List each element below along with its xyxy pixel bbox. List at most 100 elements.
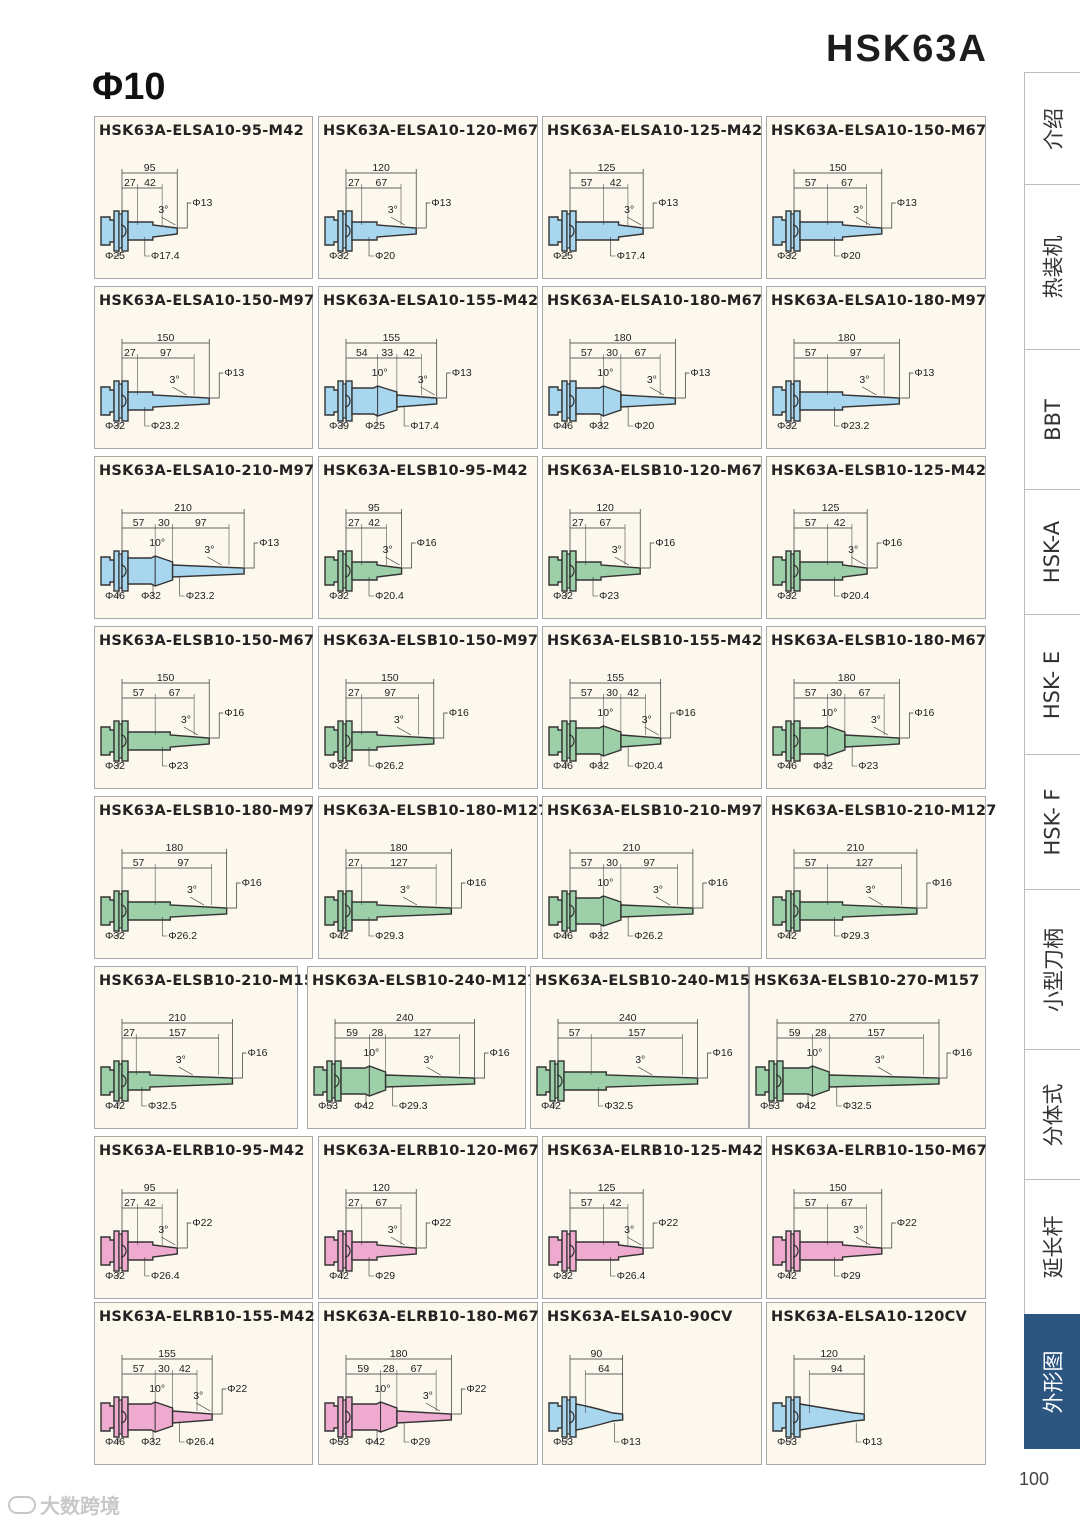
dim-total-length: 150 xyxy=(157,672,175,684)
tool-body-icon xyxy=(351,1241,417,1261)
product-card[interactable]: HSK63A-ELSB10-180-M127 180 27 127 3° Φ16 Φ42 Φ2… xyxy=(318,796,548,959)
tab-hsk-a[interactable]: HSK-A xyxy=(1024,489,1080,614)
tab-hsk-e[interactable]: HSK- E xyxy=(1024,614,1080,754)
taper-angle-label: 3° xyxy=(624,1224,634,1236)
end-diameter-label: Φ23.2 xyxy=(186,590,215,602)
tab-intro[interactable]: 介绍 xyxy=(1024,72,1080,184)
tool-body-icon xyxy=(351,385,438,417)
tab-hsk-f[interactable]: HSK- F xyxy=(1024,754,1080,889)
tab-label: HSK- F xyxy=(1040,788,1065,856)
flange-diameter-label: Φ46 xyxy=(553,930,573,942)
product-card[interactable]: HSK63A-ELSA10-125-M42 125 57 42 3° Φ13 Φ25 Φ17.… xyxy=(542,116,762,279)
dimension-lines xyxy=(785,339,914,427)
hsk-shank-icon xyxy=(772,380,801,422)
product-card[interactable]: HSK63A-ELSB10-180-M67 180 57 30 67 3° 10° Φ16 Φ4… xyxy=(766,626,986,789)
product-card[interactable]: HSK63A-ELSB10-210-M127 210 57 127 3° Φ16 Φ42 Φ2… xyxy=(766,796,996,959)
tab-shrink-machine[interactable]: 热装机 xyxy=(1024,184,1080,349)
dim-segment-length: 27 xyxy=(124,347,136,359)
product-card[interactable]: HSK63A-ELSB10-95-M42 95 27 42 3° Φ16 Φ32 Φ20.4 xyxy=(318,456,538,619)
end-diameter-label: Φ29 xyxy=(410,1436,430,1448)
product-card[interactable]: HSK63A-ELSB10-240-M127 240 59 28 127 3° 10° Φ16… xyxy=(307,966,537,1129)
product-card[interactable]: HSK63A-ELSB10-150-M67 150 57 67 3° Φ16 Φ32 Φ23 xyxy=(94,626,314,789)
product-card[interactable]: HSK63A-ELSB10-120-M67 120 27 67 3° Φ16 Φ32 Φ23 xyxy=(542,456,762,619)
tool-body-icon xyxy=(575,385,677,417)
dim-segment-length: 30 xyxy=(606,857,618,869)
dimension-lines xyxy=(113,679,224,767)
product-card[interactable]: HSK63A-ELRB10-150-M67 150 57 67 3° Φ22 Φ42 Φ29 xyxy=(766,1136,987,1299)
dim-segment-length: 67 xyxy=(859,687,871,699)
dim-segment-length: 67 xyxy=(600,517,612,529)
tab-small-holder[interactable]: 小型刀柄 xyxy=(1024,889,1080,1049)
tip-diameter-label: Φ13 xyxy=(690,367,710,379)
dim-segment-length: 57 xyxy=(569,1027,581,1039)
tab-extension-rod[interactable]: 延长杆 xyxy=(1024,1179,1080,1314)
dim-segment-length: 30 xyxy=(606,347,618,359)
product-card[interactable]: HSK63A-ELSB10-155-M42 155 57 30 42 3° 10° Φ16 Φ4… xyxy=(542,626,762,789)
hsk-shank-icon xyxy=(100,550,129,592)
product-card[interactable]: HSK63A-ELRB10-95-M42 95 27 42 3° Φ22 Φ32 Φ26.4 xyxy=(94,1136,313,1299)
tool-body-icon xyxy=(782,1065,940,1097)
product-card[interactable]: HSK63A-ELSB10-210-M97 210 57 30 97 3° 10° Φ16 Φ4… xyxy=(542,796,762,959)
end-diameter-label: Φ29 xyxy=(375,1270,395,1282)
tab-label: 热装机 xyxy=(1041,235,1066,299)
dimension-lines xyxy=(785,679,914,767)
tool-body-icon xyxy=(799,725,901,757)
product-card[interactable]: HSK63A-ELSA10-120CV 120 94 Φ53 Φ13 xyxy=(766,1302,986,1465)
product-card[interactable]: HSK63A-ELSB10-240-M157 240 57 157 3° Φ16 Φ42 Φ3… xyxy=(530,966,760,1129)
product-card[interactable]: HSK63A-ELSB10-150-M97 150 27 97 3° Φ16 Φ32 Φ26.… xyxy=(318,626,538,789)
product-card[interactable]: HSK63A-ELSA10-90CV 90 64 Φ53 Φ13 xyxy=(542,1302,762,1465)
tool-holder-drawing: 180 27 127 3° Φ16 Φ42 Φ29.3 xyxy=(324,842,487,942)
product-card[interactable]: HSK63A-ELSA10-120-M67 120 27 67 3° Φ13 Φ32 Φ20 xyxy=(318,116,538,279)
product-card[interactable]: HSK63A-ELSB10-270-M157 270 59 28 157 3° 10° Φ16… xyxy=(749,966,986,1129)
product-card[interactable]: HSK63A-ELSA10-180-M97 180 57 97 3° Φ13 Φ32 Φ23.… xyxy=(766,286,986,449)
product-code: HSK63A-ELSB10-155-M42 xyxy=(547,633,763,649)
dim-segment-length: 57 xyxy=(805,857,817,869)
tool-body-icon xyxy=(351,561,403,581)
tab-split-type[interactable]: 分体式 xyxy=(1024,1049,1080,1179)
hsk-shank-icon xyxy=(324,380,353,422)
product-card[interactable]: HSK63A-ELSB10-210-M157 210 27 157 3° Φ16 Φ42 Φ3… xyxy=(94,966,324,1129)
product-card[interactable]: HSK63A-ELSA10-150-M97 150 27 97 3° Φ13 Φ32 Φ23.… xyxy=(94,286,314,449)
product-code: HSK63A-ELRB10-120-M67 xyxy=(323,1143,539,1159)
dim-total-length: 120 xyxy=(820,1348,838,1360)
tab-outline-drawing[interactable]: 外形图 xyxy=(1024,1314,1080,1449)
dim-total-length: 180 xyxy=(838,672,856,684)
dim-segment-length: 57 xyxy=(805,177,817,189)
tool-holder-drawing: 180 57 97 3° Φ13 Φ32 Φ23.2 xyxy=(772,332,935,432)
dim-segment-length: 27 xyxy=(348,517,360,529)
product-card[interactable]: HSK63A-ELRB10-155-M42 155 57 30 42 3° 10° Φ22 Φ4… xyxy=(94,1302,315,1465)
tool-holder-drawing: 125 57 42 3° Φ13 Φ25 Φ17.4 xyxy=(548,162,678,262)
dim-total-length: 95 xyxy=(368,502,380,514)
watermark: 大数跨境 xyxy=(8,1490,120,1519)
product-card[interactable]: HSK63A-ELSB10-125-M42 125 57 42 3° Φ16 Φ32 Φ20.… xyxy=(766,456,986,619)
taper-angle-label: 3° xyxy=(653,884,663,896)
flange-diameter-label: Φ32 xyxy=(105,420,125,432)
cone-angle-label: 10° xyxy=(821,707,837,719)
product-card[interactable]: HSK63A-ELSA10-210-M97 210 57 30 97 3° 10° Φ13 Φ4… xyxy=(94,456,314,619)
product-card[interactable]: HSK63A-ELSA10-95-M42 95 27 42 3° Φ13 Φ25 Φ17.4 xyxy=(94,116,313,279)
dim-total-length: 150 xyxy=(829,162,847,174)
tab-bbt[interactable]: BBT xyxy=(1024,349,1080,489)
product-card[interactable]: HSK63A-ELRB10-125-M42 125 57 42 3° Φ22 Φ32 Φ26.… xyxy=(542,1136,763,1299)
dim-segment-length: 28 xyxy=(383,1363,395,1375)
hsk-shank-icon xyxy=(548,550,577,592)
dim-segment-length: 30 xyxy=(158,1363,170,1375)
body-diameter-label: Φ32 xyxy=(589,420,609,432)
dim-segment-length: 57 xyxy=(581,177,593,189)
product-card[interactable]: HSK63A-ELSA10-150-M67 150 57 67 3° Φ13 Φ32 Φ20 xyxy=(766,116,986,279)
dim-segment-length: 59 xyxy=(789,1027,801,1039)
product-card[interactable]: HSK63A-ELRB10-180-M67 180 59 28 67 3° 10° Φ22 Φ5… xyxy=(318,1302,539,1465)
taper-angle-label: 3° xyxy=(193,1390,203,1402)
dim-segment-length: 27 xyxy=(123,1027,135,1039)
dimension-lines xyxy=(549,1019,712,1107)
product-card[interactable]: HSK63A-ELSA10-180-M67 180 57 30 67 3° 10° Φ13 Φ4… xyxy=(542,286,762,449)
flange-diameter-label: Φ32 xyxy=(105,760,125,772)
product-card[interactable]: HSK63A-ELSA10-155-M42 155 54 33 42 3° 10° Φ13 Φ3… xyxy=(318,286,538,449)
cone-angle-label: 10° xyxy=(149,1383,165,1395)
tip-diameter-label: Φ16 xyxy=(713,1047,733,1059)
dim-segment-length: 157 xyxy=(868,1027,886,1039)
dim-segment-length: 97 xyxy=(643,857,655,869)
dimension-lines xyxy=(113,509,259,597)
product-card[interactable]: HSK63A-ELSB10-180-M97 180 57 97 3° Φ16 Φ32 Φ26.… xyxy=(94,796,314,959)
product-card[interactable]: HSK63A-ELRB10-120-M67 120 27 67 3° Φ22 Φ42 Φ29 xyxy=(318,1136,539,1299)
